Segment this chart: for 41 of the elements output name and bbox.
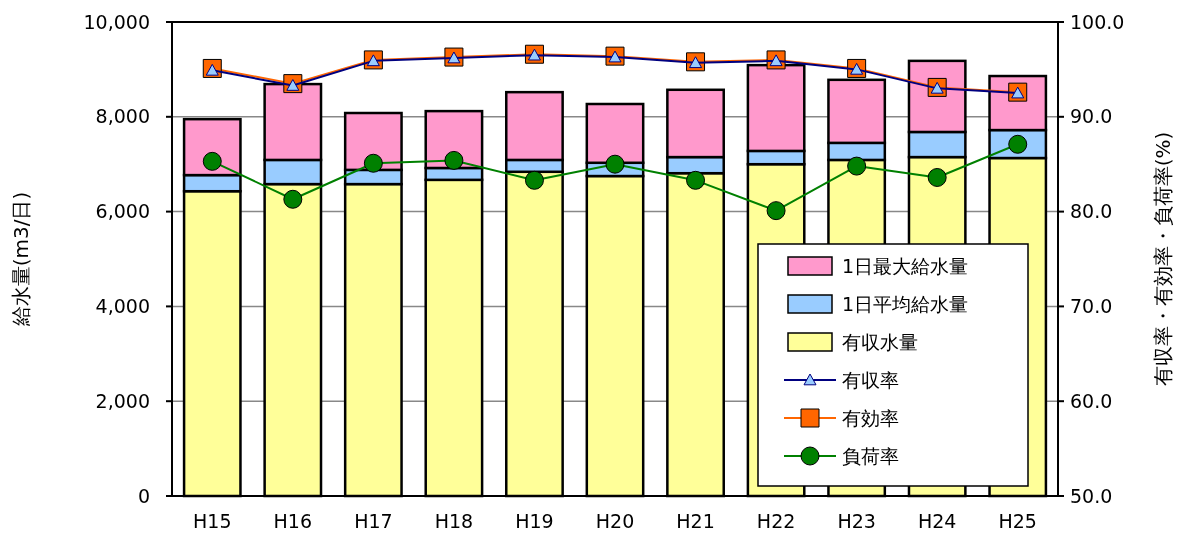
x-tick-label: H18 [434, 510, 474, 532]
legend-label: 1日平均給水量 [842, 292, 969, 315]
x-tick-label: H23 [837, 510, 876, 532]
legend-label: 有収水量 [842, 330, 918, 353]
x-tick-label: H16 [273, 510, 313, 532]
x-tick-label: H20 [595, 510, 635, 532]
legend-label: 負荷率 [842, 444, 899, 467]
y-tick-label: 4,000 [95, 295, 150, 318]
x-tick-label: H19 [515, 510, 554, 532]
x-tick-label: H21 [676, 510, 715, 532]
point [524, 170, 544, 190]
y-tick-label: 8,000 [95, 105, 150, 128]
y-tick-label: 0 [137, 484, 150, 507]
point [686, 170, 706, 190]
point [766, 201, 786, 221]
x-tick-label: H24 [917, 510, 957, 532]
y2-tick-label: 80.0 [1070, 200, 1113, 223]
y2-tick-label: 70.0 [1070, 295, 1113, 318]
y2-axis-title: 有収率・有効率・負荷率(%) [1151, 131, 1175, 387]
y-tick-label: 10,000 [83, 10, 150, 33]
legend-label: 有効率 [842, 406, 899, 429]
y-axis-title: 給水量(m3/日) [9, 191, 33, 328]
point [283, 189, 303, 209]
x-tick-label: H25 [998, 510, 1037, 532]
x-tick-label: H22 [756, 510, 796, 532]
point [363, 153, 383, 173]
point [927, 167, 947, 187]
legend-label: 有収率 [842, 368, 899, 391]
point [444, 150, 464, 170]
y2-tick-label: 90.0 [1070, 105, 1113, 128]
x-tick-label: H17 [354, 510, 393, 532]
point [605, 154, 625, 174]
point [202, 151, 222, 171]
y2-tick-label: 60.0 [1070, 389, 1113, 412]
legend-label: 1日最大給水量 [842, 254, 969, 277]
y2-tick-label: 50.0 [1070, 484, 1113, 507]
x-tick-label: H15 [193, 510, 232, 532]
y-tick-label: 2,000 [95, 389, 150, 412]
y-tick-label: 6,000 [95, 200, 150, 223]
point [847, 156, 867, 176]
y2-tick-label: 100.0 [1070, 10, 1125, 33]
